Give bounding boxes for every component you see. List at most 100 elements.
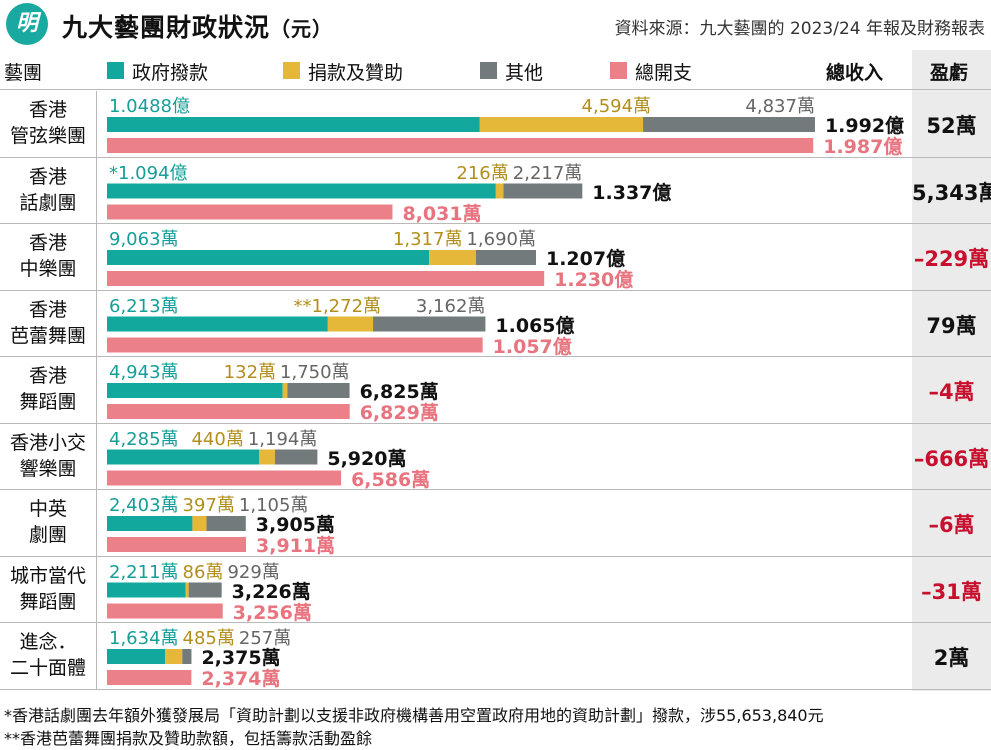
label-oth: 4,837萬 [745,96,815,117]
label-income: 3,905萬 [255,514,335,536]
bar-expense [107,537,247,552]
label-oth: 2,217萬 [512,162,583,184]
bar-don [327,316,374,332]
label-oth: 3,162萬 [415,295,486,317]
bar-don [165,649,183,664]
bar-oth [182,649,192,664]
row-name-divider [96,357,97,423]
logo-glyph: 明 [15,11,38,36]
row-separator [0,622,991,623]
troupe-name-line-1: 香港小交 [9,431,86,454]
balance-value: 5,343萬 [912,180,991,205]
row-separator [0,356,991,357]
row-name-divider [96,556,97,622]
bar-oth [373,316,486,332]
label-income: 5,920萬 [327,447,407,470]
bar-gov [107,250,430,265]
label-expense: 1.057億 [492,335,572,358]
label-oth: 1,105萬 [238,495,309,516]
label-expense: 1.987億 [823,136,903,158]
label-expense: 3,256萬 [232,601,312,624]
label-gov: 6,213萬 [109,295,179,317]
logo-badge [6,3,48,45]
troupe-name-line-1: 城市當代 [9,564,86,587]
label-don: 485萬 [182,628,235,649]
label-expense: 2,374萬 [201,668,281,690]
bar-gov [107,649,166,664]
bar-expense [107,138,814,153]
header-row [0,50,991,90]
label-don: 216萬 [456,162,509,184]
label-oth: 257萬 [238,628,292,649]
troupe-name-line-1: 香港 [28,298,67,321]
footnote-2: **香港芭蕾舞團捐款及贊助款額，包括籌款活動盈餘 [4,729,373,748]
chart-title-unit: （元） [270,17,334,41]
legend-label-oth: 其他 [505,62,544,84]
bar-gov [107,383,283,398]
row-separator [0,223,991,224]
row-name-divider [96,623,97,689]
income-column-header: 總收入 [826,62,884,84]
balance-value: 79萬 [926,313,977,338]
legend-swatch-exp [610,62,627,79]
label-gov: 1,634萬 [109,628,179,649]
bar-expense [107,404,350,419]
balance-value: 2萬 [933,646,970,670]
label-income: 1.065億 [495,314,575,337]
row-separator [0,688,991,690]
legend-label-exp: 總開支 [635,62,693,84]
label-gov: 9,063萬 [109,229,179,250]
label-gov: 4,943萬 [109,362,179,383]
footnote-1: *香港話劇團去年額外獲發展局「資助計劃以支援非政府機構善用空置政府用地的資助計劃… [4,706,824,725]
label-expense: 3,911萬 [256,535,336,557]
balance-value: 52萬 [926,114,977,138]
legend-label-don: 捐款及贊助 [308,62,404,84]
bar-don [192,516,207,531]
label-expense: 6,829萬 [359,402,439,424]
bar-oth [643,117,815,132]
label-don: 1,317萬 [392,229,463,250]
bar-oth [188,582,222,598]
chart-bars [107,117,815,685]
bar-gov [107,582,186,598]
row-name-divider [96,290,97,356]
bar-oth [475,250,536,265]
label-gov: 1.0488億 [109,96,190,117]
chart-title-text: 九大藝團財政狀況 [62,13,271,42]
label-don: 397萬 [182,495,235,516]
row-name-divider [96,490,97,556]
row-name-divider [96,423,97,489]
label-oth: 1,690萬 [466,229,536,250]
troupe-name-line-2: 劇團 [28,524,67,546]
row-separator [0,156,991,158]
troupe-name-line-1: 香港 [28,365,67,387]
bar-oth [274,449,318,465]
troupe-name-line-1: 香港 [28,165,67,188]
troupe-name-line-2: 話劇團 [19,191,77,214]
bar-don [282,383,288,398]
bar-don [259,449,275,465]
row-separator [0,555,991,557]
label-don: 132萬 [223,362,277,383]
label-expense: 1.230億 [554,269,634,291]
label-income: 1.337億 [592,181,672,204]
row-separator [0,422,991,424]
troupe-name-line-2: 中樂團 [19,258,77,280]
row-separator [0,289,991,291]
bar-oth [206,516,246,531]
troupe-name-line-1: 中英 [28,498,67,520]
label-don: 440萬 [191,428,244,450]
row-name-divider [96,224,97,290]
label-gov: 2,403萬 [109,495,179,516]
troupe-name-line-2: 響樂團 [19,457,77,480]
label-oth: 1,750萬 [280,362,350,383]
label-income: 3,226萬 [231,580,311,603]
row-name-divider [96,91,97,157]
label-income: 1.207億 [545,248,626,270]
bar-oth [287,383,350,398]
bar-gov [107,516,193,531]
troupe-name-line-1: 香港 [28,99,67,121]
chart-title: 九大藝團財政狀況（元） [62,8,333,44]
bar-don [429,250,476,265]
label-income: 1.992億 [824,115,905,137]
